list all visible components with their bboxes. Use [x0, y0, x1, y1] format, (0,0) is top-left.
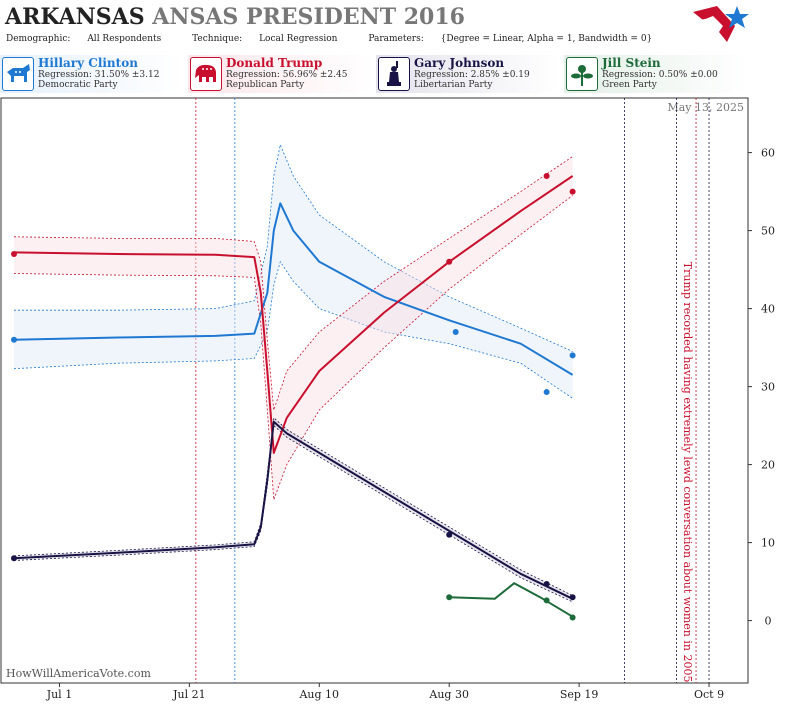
data-point	[446, 594, 453, 601]
candidate-legend: Hillary Clinton Regression: 31.50% ±3.12…	[0, 55, 789, 95]
title-rest: ANSAS PRESIDENT 2016	[152, 4, 465, 30]
flower-icon	[566, 57, 598, 91]
candidate-name: Donald Trump	[226, 56, 323, 70]
x-tick-label: Oct 9	[694, 688, 724, 701]
y-tick-label: 50	[761, 225, 775, 238]
technique-label: Technique:	[192, 34, 243, 44]
parameters: Parameters: {Degree = Linear, Alpha = 1,…	[368, 34, 666, 44]
parameters-value: {Degree = Linear, Alpha = 1, Bandwidth =…	[440, 34, 653, 44]
candidate-party: Democratic Party	[38, 80, 118, 90]
data-point	[543, 173, 550, 179]
y-tick-label: 40	[761, 303, 775, 316]
demographic-label: Demographic:	[6, 34, 71, 44]
y-tick-label: 60	[761, 147, 775, 160]
watermark: HowWillAmericaVote.com	[6, 667, 151, 680]
title-state: ARKANSAS	[5, 4, 145, 30]
data-point	[543, 389, 550, 396]
y-tick-label: 30	[761, 381, 775, 394]
data-point	[569, 614, 576, 621]
candidate-party: Libertarian Party	[414, 80, 493, 90]
confidence-band	[14, 144, 573, 399]
chart-date: May 13, 2025	[667, 101, 744, 114]
data-point	[446, 531, 453, 538]
candidate-regression: Regression: 2.85% ±0.19	[414, 70, 530, 80]
x-tick-label: Aug 10	[298, 688, 339, 701]
x-tick-label: Jul 1	[46, 688, 73, 701]
event-annotation: Trump recorded having extremely lewd con…	[681, 262, 694, 683]
series-line	[13, 202, 574, 376]
candidate-clinton[interactable]: Hillary Clinton Regression: 31.50% ±3.12…	[0, 55, 185, 93]
candidate-regression: Regression: 31.50% ±3.12	[38, 70, 160, 80]
candidate-name: Gary Johnson	[414, 56, 505, 70]
demographic-value: All Respondents	[87, 34, 162, 44]
demographic: Demographic: All Respondents	[6, 34, 175, 44]
candidate-regression: Regression: 0.50% ±0.00	[602, 70, 718, 80]
confidence-lower	[13, 195, 573, 500]
series-line	[449, 582, 574, 618]
confidence-lower	[13, 424, 573, 603]
data-point	[446, 258, 453, 265]
elephant-icon	[190, 57, 222, 91]
x-tick-label: Jul 21	[172, 688, 206, 701]
series-line	[13, 420, 574, 600]
site-logo-icon	[693, 6, 749, 42]
data-point	[452, 329, 459, 335]
technique-value: Local Regression	[259, 34, 338, 44]
donkey-icon	[2, 57, 34, 91]
confidence-upper	[14, 143, 573, 352]
data-point	[10, 251, 17, 257]
candidate-party: Green Party	[602, 80, 657, 90]
y-tick-label: 20	[761, 459, 775, 472]
candidate-name: Hillary Clinton	[38, 56, 138, 70]
parameters-label: Parameters:	[368, 34, 424, 44]
y-tick-label: 0	[765, 615, 772, 628]
candidate-trump[interactable]: Donald Trump Regression: 56.96% ±2.45 Re…	[188, 55, 373, 93]
statue-of-liberty-icon	[378, 57, 410, 91]
confidence-upper	[13, 156, 573, 411]
candidate-stein[interactable]: Jill Stein Regression: 0.50% ±0.00 Green…	[564, 55, 749, 93]
data-point	[569, 188, 576, 195]
parameters-row: Demographic: All Respondents Technique: …	[6, 34, 680, 44]
data-point	[569, 352, 576, 359]
x-tick-label: Sep 19	[560, 688, 599, 701]
candidate-regression: Regression: 56.96% ±2.45	[226, 70, 348, 80]
confidence-upper	[13, 416, 573, 596]
data-point	[543, 580, 550, 587]
data-point	[10, 336, 17, 343]
data-point	[569, 594, 576, 601]
technique: Technique: Local Regression	[192, 34, 351, 44]
data-point	[543, 597, 550, 604]
candidate-name: Jill Stein	[602, 56, 661, 70]
y-tick-label: 10	[761, 537, 775, 550]
candidate-party: Republican Party	[226, 80, 305, 90]
chart-title: ARKANSAS ANSAS PRESIDENT 2016	[5, 4, 465, 30]
data-point	[10, 555, 17, 562]
confidence-lower	[13, 260, 573, 399]
plot-frame	[0, 97, 749, 684]
confidence-band	[14, 156, 573, 500]
candidate-johnson[interactable]: Gary Johnson Regression: 2.85% ±0.19 Lib…	[376, 55, 561, 93]
x-tick-label: Aug 30	[428, 688, 469, 701]
